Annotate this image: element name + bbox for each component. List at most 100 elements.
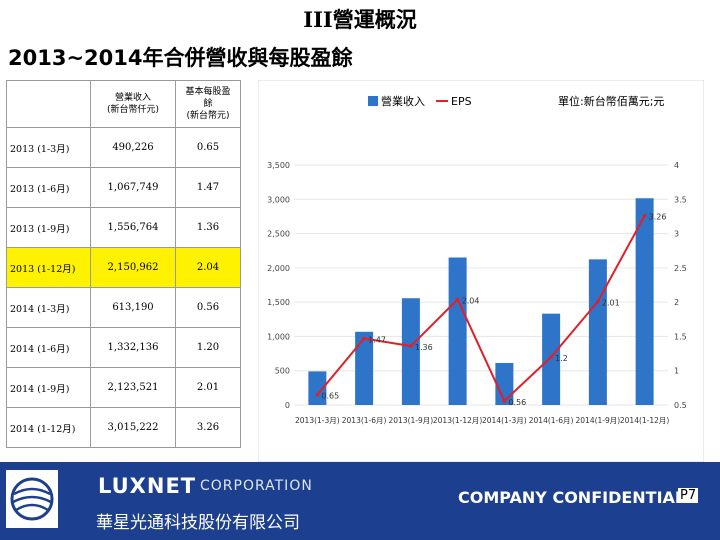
revenue-bar xyxy=(635,198,654,405)
unit-note: 單位:新台幣佰萬元;元 xyxy=(558,94,664,108)
financial-table: 營業收入 (新台幣仟元) 基本每股盈 餘 (新台幣元) 2013 (1-3月) 4… xyxy=(6,80,241,448)
legend-label-eps: EPS xyxy=(451,95,472,108)
revenue-cell: 3,015,222 xyxy=(90,407,176,448)
eps-cell: 1.20 xyxy=(175,327,241,368)
eps-data-label: 0.65 xyxy=(321,392,339,401)
revenue-bar xyxy=(542,313,561,405)
legend-label-revenue: 營業收入 xyxy=(381,94,425,108)
eps-data-label: 1.47 xyxy=(368,335,386,344)
table-row-highlight: 2013 (1-12月) 2,150,962 2.04 xyxy=(6,247,241,288)
revenue-cell: 1,332,136 xyxy=(90,327,176,368)
page-number: P7 xyxy=(678,488,699,503)
y-tick-right: 0.5 xyxy=(674,401,687,410)
eps-cell: 3.26 xyxy=(175,407,241,448)
y-axis-left: 0 500 1,000 1,500 2,000 2,500 3,000 3,500 xyxy=(267,161,290,410)
y-tick-right: 2 xyxy=(674,298,679,307)
y-tick-left: 1,000 xyxy=(267,332,290,341)
legend-swatch-revenue xyxy=(368,96,378,106)
revenue-header: 營業收入 (新台幣仟元) xyxy=(90,80,176,128)
revenue-bar xyxy=(495,362,514,405)
y-tick-left: 0 xyxy=(285,401,290,410)
eps-point xyxy=(642,213,647,218)
eps-point xyxy=(549,355,553,359)
revenue-eps-chart: 營業收入 EPS 單位:新台幣佰萬元;元 0 500 1,000 1,500 2,000… xyxy=(258,80,704,462)
chart-legend: 營業收入 EPS 單位:新台幣佰萬元;元 xyxy=(368,94,664,108)
eps-cell: 1.36 xyxy=(175,207,241,248)
period-header xyxy=(6,80,91,128)
table-row: 2014 (1-9月) 2,123,521 2.01 xyxy=(6,367,241,408)
x-tick-label: 2013(1-12月) xyxy=(433,416,483,425)
y-tick-right: 4 xyxy=(674,161,679,170)
slide-title: 2013~2014年合併營收與每股盈餘 xyxy=(8,46,353,70)
y-tick-right: 2.5 xyxy=(674,264,687,273)
period-cell: 2013 (1-3月) xyxy=(6,127,91,168)
y-tick-left: 3,500 xyxy=(267,161,290,170)
table-row: 2013 (1-6月) 1,067,749 1.47 xyxy=(6,167,241,208)
y-tick-left: 500 xyxy=(275,367,290,376)
y-tick-left: 2,500 xyxy=(267,230,290,239)
y-tick-right: 1.5 xyxy=(674,332,687,341)
period-cell: 2014 (1-12月) xyxy=(6,407,91,448)
table-row: 2013 (1-3月) 490,226 0.65 xyxy=(6,127,241,168)
revenue-cell: 613,190 xyxy=(90,287,176,328)
table-header-row: 營業收入 (新台幣仟元) 基本每股盈 餘 (新台幣元) xyxy=(6,80,241,128)
revenue-bar xyxy=(401,298,420,405)
eps-data-label: 0.56 xyxy=(508,398,526,407)
period-cell: 2014 (1-6月) xyxy=(6,327,91,368)
period-cell: 2013 (1-6月) xyxy=(6,167,91,208)
table-row: 2014 (1-6月) 1,332,136 1.20 xyxy=(6,327,241,368)
company-name-chinese: 華星光通科技股份有限公司 xyxy=(96,513,300,533)
eps-cell: 1.47 xyxy=(175,167,241,208)
y-tick-right: 3 xyxy=(674,230,679,239)
eps-cell: 0.65 xyxy=(175,127,241,168)
y-axis-right: 0.5 1 1.5 2 2.5 3 3.5 4 xyxy=(674,161,687,410)
revenue-cell: 2,123,521 xyxy=(90,367,176,408)
revenue-cell: 1,067,749 xyxy=(90,167,176,208)
chart-frame xyxy=(258,80,704,462)
y-tick-left: 3,000 xyxy=(267,195,290,204)
footer-bar xyxy=(0,462,720,540)
x-tick-label: 2013(1-6月) xyxy=(342,416,387,425)
revenue-bar xyxy=(355,331,374,405)
revenue-cell: 1,556,764 xyxy=(90,207,176,248)
eps-data-label: 1.2 xyxy=(555,354,568,363)
eps-point xyxy=(315,392,320,397)
period-cell: 2013 (1-12月) xyxy=(6,247,91,288)
brand-name: LUXNET xyxy=(98,474,197,498)
eps-point xyxy=(409,344,413,348)
y-tick-right: 1 xyxy=(674,367,679,376)
eps-cell: 0.56 xyxy=(175,287,241,328)
revenue-bar xyxy=(588,259,607,405)
x-tick-label: 2014(1-3月) xyxy=(482,416,527,425)
eps-point xyxy=(362,336,366,341)
x-tick-label: 2014(1-9月) xyxy=(576,416,621,425)
revenue-cell: 490,226 xyxy=(90,127,176,168)
x-tick-label: 2013(1-9月) xyxy=(389,416,434,425)
eps-data-label: 1.36 xyxy=(415,343,433,352)
logo-globe-icon xyxy=(10,477,54,521)
eps-data-label: 3.26 xyxy=(649,213,667,222)
eps-cell: 2.04 xyxy=(175,247,241,288)
y-tick-left: 1,500 xyxy=(267,298,290,307)
y-tick-right: 3.5 xyxy=(674,195,687,204)
revenue-cell: 2,150,962 xyxy=(90,247,176,288)
x-axis-labels: 2013(1-3月) 2013(1-6月) 2013(1-9月) 2013(1-12月… xyxy=(295,416,669,425)
period-cell: 2013 (1-9月) xyxy=(6,207,91,248)
eps-data-label: 2.04 xyxy=(462,296,480,305)
company-logo xyxy=(6,470,58,528)
eps-point xyxy=(455,297,460,302)
eps-polyline xyxy=(316,215,646,403)
table-row: 2013 (1-9月) 1,556,764 1.36 xyxy=(6,207,241,248)
eps-point xyxy=(596,299,600,304)
eps-cell: 2.01 xyxy=(175,367,241,408)
period-cell: 2014 (1-9月) xyxy=(6,367,91,408)
section-title: III營運概況 xyxy=(303,7,417,32)
y-tick-left: 2,000 xyxy=(267,264,290,273)
eps-data-label: 2.01 xyxy=(602,298,620,307)
eps-line: 0.65 1.47 1.36 2.04 0.56 1.2 2.01 3.26 xyxy=(315,213,667,407)
brand-subtitle: CORPORATION xyxy=(200,478,313,494)
table-row: 2014 (1-3月) 613,190 0.56 xyxy=(6,287,241,328)
period-cell: 2014 (1-3月) xyxy=(6,287,91,328)
revenue-bars xyxy=(308,198,654,405)
x-tick-label: 2013(1-3月) xyxy=(295,416,340,425)
